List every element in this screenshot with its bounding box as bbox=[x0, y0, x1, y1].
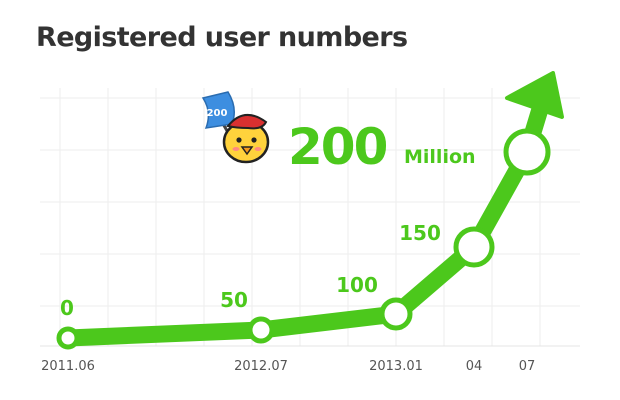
data-label: 50 bbox=[220, 288, 248, 312]
data-label: 0 bbox=[60, 296, 74, 320]
mascot-flag-text: 200 bbox=[207, 108, 228, 119]
arrow-head bbox=[505, 71, 564, 119]
data-label: 100 bbox=[336, 273, 378, 297]
chick-mascot-icon: 200 bbox=[201, 91, 270, 164]
x-tick-label: 04 bbox=[466, 359, 483, 374]
x-tick-label: 2011.06 bbox=[41, 359, 95, 374]
data-point-04 bbox=[453, 226, 495, 268]
data-label: 150 bbox=[399, 221, 441, 245]
x-tick-label: 2012.07 bbox=[234, 359, 288, 374]
chart-title: Registered user numbers bbox=[36, 22, 408, 53]
data-point-2012-07 bbox=[247, 316, 275, 344]
highlight-value: 200 bbox=[288, 118, 387, 176]
x-tick-label: 07 bbox=[519, 359, 536, 374]
data-point-2013-01 bbox=[379, 297, 413, 331]
data-point-2011-06 bbox=[56, 326, 80, 350]
highlight-unit: Million bbox=[404, 146, 476, 168]
data-point-07 bbox=[503, 128, 551, 176]
x-tick-label: 2013.01 bbox=[369, 359, 423, 374]
